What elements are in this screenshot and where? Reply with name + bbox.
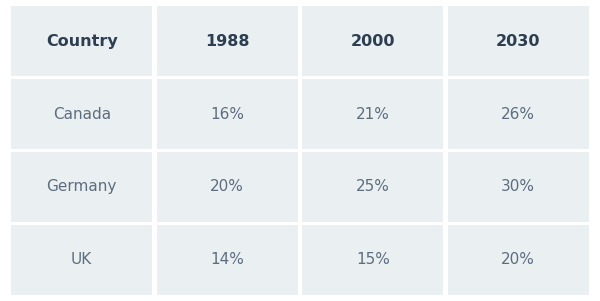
- Text: Germany: Germany: [47, 179, 117, 194]
- Text: 20%: 20%: [211, 179, 244, 194]
- FancyBboxPatch shape: [302, 152, 443, 222]
- FancyBboxPatch shape: [11, 79, 152, 149]
- Text: 2000: 2000: [350, 33, 395, 48]
- FancyBboxPatch shape: [157, 152, 298, 222]
- Text: 26%: 26%: [501, 107, 535, 122]
- FancyBboxPatch shape: [448, 6, 589, 76]
- FancyBboxPatch shape: [11, 6, 152, 76]
- FancyBboxPatch shape: [157, 79, 298, 149]
- Text: Canada: Canada: [53, 107, 111, 122]
- FancyBboxPatch shape: [302, 79, 443, 149]
- Text: 20%: 20%: [502, 253, 535, 268]
- Text: 2030: 2030: [496, 33, 541, 48]
- FancyBboxPatch shape: [448, 225, 589, 295]
- FancyBboxPatch shape: [302, 6, 443, 76]
- Text: 16%: 16%: [210, 107, 244, 122]
- Text: 14%: 14%: [211, 253, 244, 268]
- FancyBboxPatch shape: [448, 79, 589, 149]
- Text: 15%: 15%: [356, 253, 389, 268]
- FancyBboxPatch shape: [157, 6, 298, 76]
- FancyBboxPatch shape: [11, 152, 152, 222]
- FancyBboxPatch shape: [11, 225, 152, 295]
- FancyBboxPatch shape: [448, 152, 589, 222]
- FancyBboxPatch shape: [157, 225, 298, 295]
- Text: 25%: 25%: [356, 179, 389, 194]
- Text: Country: Country: [46, 33, 118, 48]
- FancyBboxPatch shape: [302, 225, 443, 295]
- Text: 30%: 30%: [501, 179, 535, 194]
- Text: 1988: 1988: [205, 33, 250, 48]
- Text: 21%: 21%: [356, 107, 389, 122]
- Text: UK: UK: [71, 253, 92, 268]
